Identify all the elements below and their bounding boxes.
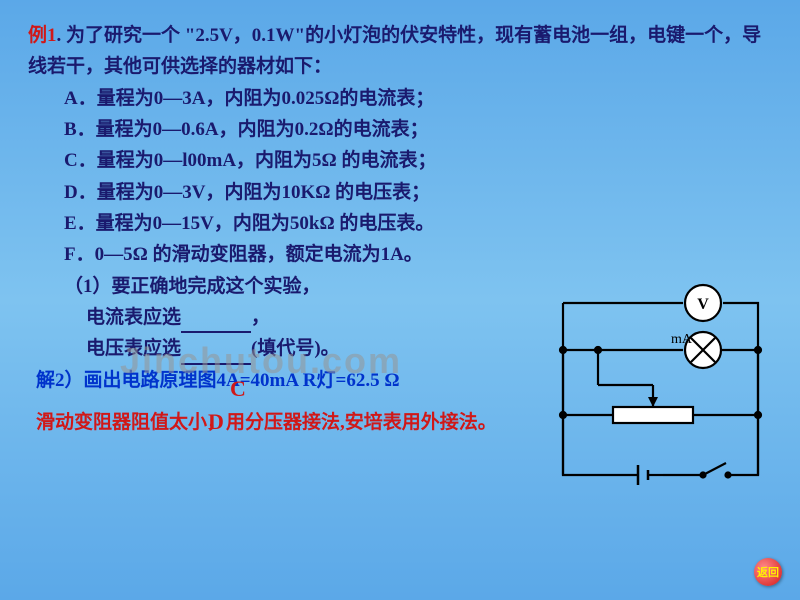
example-label: 例1 bbox=[28, 25, 57, 46]
merged-blue: 解2）画出电路原理图4A=40mA R灯=62.5 Ω bbox=[36, 370, 400, 391]
option-f: F．0—5Ω 的滑动变阻器，额定电流为1A。 bbox=[28, 239, 772, 270]
answer-d: D bbox=[208, 409, 224, 435]
voltmeter-label: V bbox=[697, 296, 709, 313]
option-b: B．量程为0—0.6A，内阻为0.2Ω的电流表； bbox=[28, 114, 772, 145]
ammeter-label: mA bbox=[671, 332, 693, 347]
option-c: C．量程为0—l00mA，内阻为5Ω 的电流表； bbox=[28, 145, 772, 176]
title-line: 例1. 为了研究一个 "2.5V，0.1W"的小灯泡的伏安特性，现有蓄电池一组，… bbox=[28, 20, 772, 83]
blank-voltmeter bbox=[181, 344, 251, 365]
blank-ammeter bbox=[181, 313, 251, 334]
answer-c: C bbox=[230, 376, 246, 402]
circuit-diagram: V mA bbox=[543, 275, 778, 505]
return-label: 返回 bbox=[757, 564, 779, 580]
option-e: E．量程为0—15V，内阻为50kΩ 的电压表。 bbox=[28, 208, 772, 239]
option-a: A．量程为0—3A，内阻为0.025Ω的电流表； bbox=[28, 83, 772, 114]
option-d: D．量程为0—3V，内阻为10KΩ 的电压表； bbox=[28, 177, 772, 208]
return-button[interactable]: 返回 bbox=[754, 558, 782, 586]
title-text: . 为了研究一个 "2.5V，0.1W"的小灯泡的伏安特性，现有蓄电池一组，电键… bbox=[28, 25, 761, 77]
